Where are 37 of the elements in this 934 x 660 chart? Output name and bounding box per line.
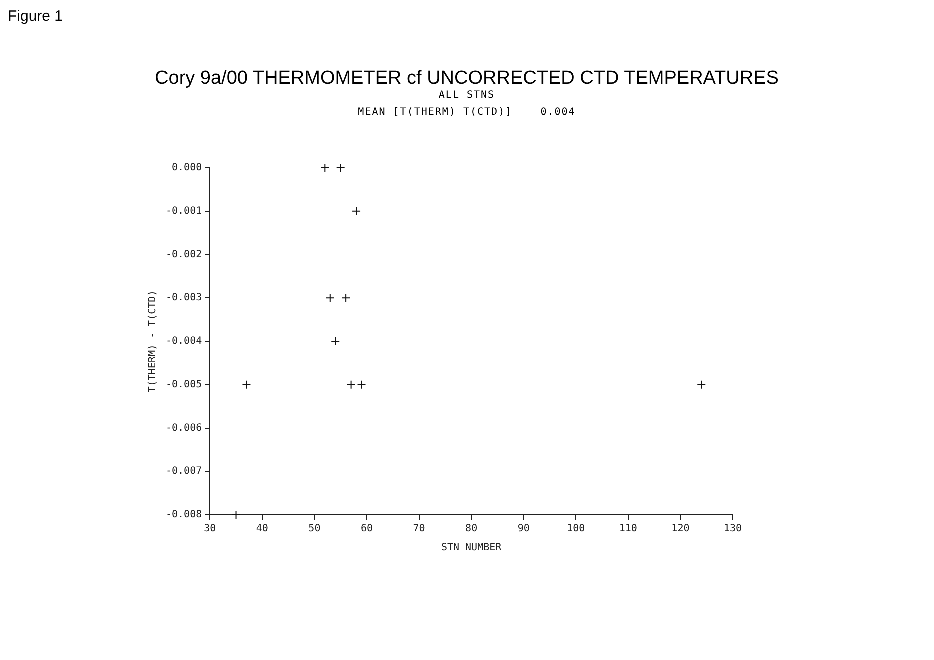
x-axis-title: STN NUMBER (441, 542, 503, 554)
point (346, 380, 356, 390)
y-tick-label: -0.001 (166, 206, 202, 217)
point (320, 164, 330, 172)
point (357, 380, 366, 390)
x-tick-label: 40 (256, 524, 268, 535)
text: MEAN [T(THERM) T(CTD)] 0.004 (357, 107, 577, 118)
point (697, 380, 706, 390)
y-tick-label: -0.002 (166, 249, 202, 260)
y-axis-title: T(THERM) - T(CTD) (148, 290, 159, 393)
y-tick-label: -0.006 (166, 422, 202, 434)
caption: Figure 1 (8, 8, 64, 25)
point (352, 206, 362, 216)
point (331, 337, 340, 346)
y-tick-label: -0.007 (166, 466, 202, 478)
point (336, 164, 346, 172)
x-tick-label: 60 (360, 524, 374, 535)
point (242, 380, 252, 390)
x-tick-label: 50 (308, 524, 321, 535)
y-tick-label: -0.004 (166, 336, 202, 348)
y-tick-label: -0.003 (166, 292, 202, 304)
y-tick-label: 0.000 (172, 162, 202, 174)
x-tick-label: 90 (518, 524, 530, 535)
point (342, 294, 351, 303)
y-tick-label: -0.005 (166, 379, 202, 390)
x-tick-label: 110 (619, 524, 638, 535)
y-tick-label: -0.008 (166, 510, 202, 521)
x-tick-label: 100 (567, 524, 586, 535)
chart-subtitle: ALL STNS (438, 90, 496, 101)
point (232, 510, 241, 520)
x-tick-label: 70 (413, 524, 426, 535)
point (326, 294, 335, 303)
x-tick-label: 30 (204, 524, 216, 535)
chart-title: Cory 9a/00 THERMOMETER cf UNCORRECTED CTD TEMPERATURES (154, 68, 780, 90)
x-tick-label: 80 (466, 524, 478, 535)
x-tick-label: 130 (724, 524, 742, 535)
x-tick-label: 120 (672, 524, 690, 535)
